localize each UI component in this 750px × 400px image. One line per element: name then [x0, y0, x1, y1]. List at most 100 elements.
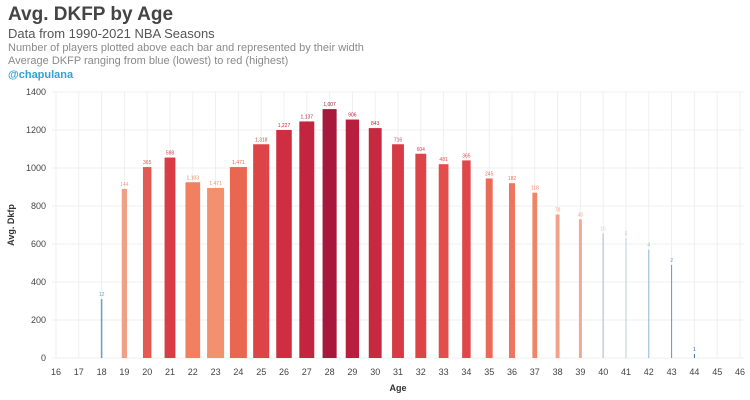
bar-age-41[interactable]: [625, 238, 627, 358]
bar-age-29[interactable]: [345, 119, 360, 358]
bar-age-36[interactable]: [509, 183, 515, 358]
bar-age-32[interactable]: [415, 153, 427, 358]
bar-age-39[interactable]: [578, 219, 582, 358]
x-tick-label: 23: [211, 367, 221, 377]
chart-note-width: Number of players plotted above each bar…: [8, 42, 364, 54]
bar-age-38[interactable]: [555, 214, 560, 358]
y-tick-label: 1000: [26, 163, 46, 173]
y-tick-label: 800: [31, 201, 46, 211]
count-label-age-32: 604: [417, 147, 426, 153]
bar-age-42[interactable]: [648, 249, 650, 358]
count-label-age-42: 4: [647, 243, 650, 249]
x-tick-label: 44: [689, 367, 699, 377]
count-label-age-34: 365: [462, 153, 471, 159]
bar-age-35[interactable]: [485, 178, 493, 358]
count-label-age-25: 1,318: [255, 137, 268, 143]
bar-age-21[interactable]: [164, 157, 176, 358]
bar-age-25[interactable]: [253, 144, 270, 358]
x-tick-label: 32: [416, 367, 426, 377]
count-label-age-24: 1,471: [232, 160, 245, 166]
bar-age-44[interactable]: [693, 354, 695, 358]
chart-header: Avg. DKFP by Age Data from 1990-2021 NBA…: [8, 4, 364, 82]
x-tick-label: 19: [119, 367, 129, 377]
x-tick-label: 21: [165, 367, 175, 377]
bars-layer: [100, 109, 695, 358]
count-label-age-39: 45: [578, 212, 584, 218]
count-label-age-19: 144: [120, 182, 129, 188]
x-tick-label: 28: [325, 367, 335, 377]
x-tick-label: 18: [97, 367, 107, 377]
y-axis-title: Avg. Dkfp: [6, 204, 16, 246]
x-tick-label: 26: [279, 367, 289, 377]
bar-age-27[interactable]: [299, 121, 315, 358]
count-label-age-21: 598: [166, 151, 175, 157]
count-label-age-28: 1,007: [323, 102, 336, 108]
x-tick-label: 24: [233, 367, 243, 377]
y-tick-label: 600: [31, 239, 46, 249]
count-label-age-29: 906: [348, 113, 357, 119]
x-axis-title: Age: [389, 383, 406, 393]
x-tick-label: 33: [439, 367, 449, 377]
bar-age-22[interactable]: [185, 182, 201, 358]
bar-age-34[interactable]: [462, 160, 471, 358]
bar-age-37[interactable]: [532, 192, 538, 358]
y-tick-label: 400: [31, 277, 46, 287]
x-tick-label: 35: [484, 367, 494, 377]
bar-age-40[interactable]: [602, 233, 605, 358]
x-tick-label: 38: [553, 367, 563, 377]
y-tick-label: 0: [41, 353, 46, 363]
chart-subtitle: Data from 1990-2021 NBA Seasons: [8, 26, 215, 41]
x-tick-label: 43: [667, 367, 677, 377]
y-tick-label: 1400: [26, 87, 46, 97]
x-tick-label: 42: [644, 367, 654, 377]
bar-age-19[interactable]: [121, 188, 128, 358]
bar-age-33[interactable]: [438, 164, 449, 358]
y-tick-label: 200: [31, 315, 46, 325]
bar-age-20[interactable]: [142, 167, 152, 358]
x-tick-label: 17: [74, 367, 84, 377]
y-axis: 0 200 400 600 800 1000 1200 1400: [26, 87, 46, 363]
count-label-age-38: 78: [555, 208, 561, 214]
x-tick-label: 29: [347, 367, 357, 377]
count-label-age-43: 2: [670, 258, 673, 264]
x-tick-label: 45: [712, 367, 722, 377]
author-handle[interactable]: @chapulana: [8, 69, 74, 81]
count-label-age-26: 1,227: [278, 123, 291, 129]
x-tick-label: 25: [256, 367, 266, 377]
count-labels-layer: 121443655981,1031,4711,4711,3181,2271,13…: [99, 102, 696, 353]
x-tick-label: 30: [370, 367, 380, 377]
count-label-age-22: 1,103: [187, 175, 200, 181]
x-tick-label: 40: [598, 367, 608, 377]
count-label-age-40: 15: [600, 227, 606, 233]
x-tick-label: 22: [188, 367, 198, 377]
bar-age-26[interactable]: [276, 130, 292, 358]
count-label-age-18: 12: [99, 292, 105, 298]
count-label-age-27: 1,137: [301, 114, 314, 120]
bar-age-28[interactable]: [322, 109, 337, 358]
x-tick-label: 37: [530, 367, 540, 377]
x-axis: 16 17 18 19 20 21 22 23 24 25 26 27 28 29 30 31 32 33 34 35…: [51, 367, 745, 377]
x-tick-label: 36: [507, 367, 517, 377]
bar-age-24[interactable]: [229, 167, 247, 358]
count-label-age-35: 245: [485, 171, 494, 177]
count-label-age-33: 481: [439, 157, 448, 163]
count-label-age-20: 365: [143, 160, 152, 166]
count-label-age-30: 843: [371, 121, 380, 127]
bar-age-43[interactable]: [671, 264, 673, 358]
chart-note-color: Average DKFP ranging from blue (lowest) …: [8, 55, 289, 67]
bar-age-31[interactable]: [392, 144, 404, 358]
bar-age-23[interactable]: [207, 187, 225, 358]
x-tick-label: 46: [735, 367, 745, 377]
count-label-age-36: 182: [508, 176, 517, 182]
count-label-age-37: 118: [531, 186, 539, 192]
x-tick-label: 34: [461, 367, 471, 377]
x-tick-label: 41: [621, 367, 631, 377]
x-tick-label: 27: [302, 367, 312, 377]
x-tick-label: 20: [142, 367, 152, 377]
count-label-age-31: 716: [394, 137, 403, 143]
x-tick-label: 39: [575, 367, 585, 377]
bar-age-30[interactable]: [368, 128, 382, 358]
bar-age-18[interactable]: [100, 299, 103, 358]
count-label-age-41: 5: [625, 231, 628, 237]
